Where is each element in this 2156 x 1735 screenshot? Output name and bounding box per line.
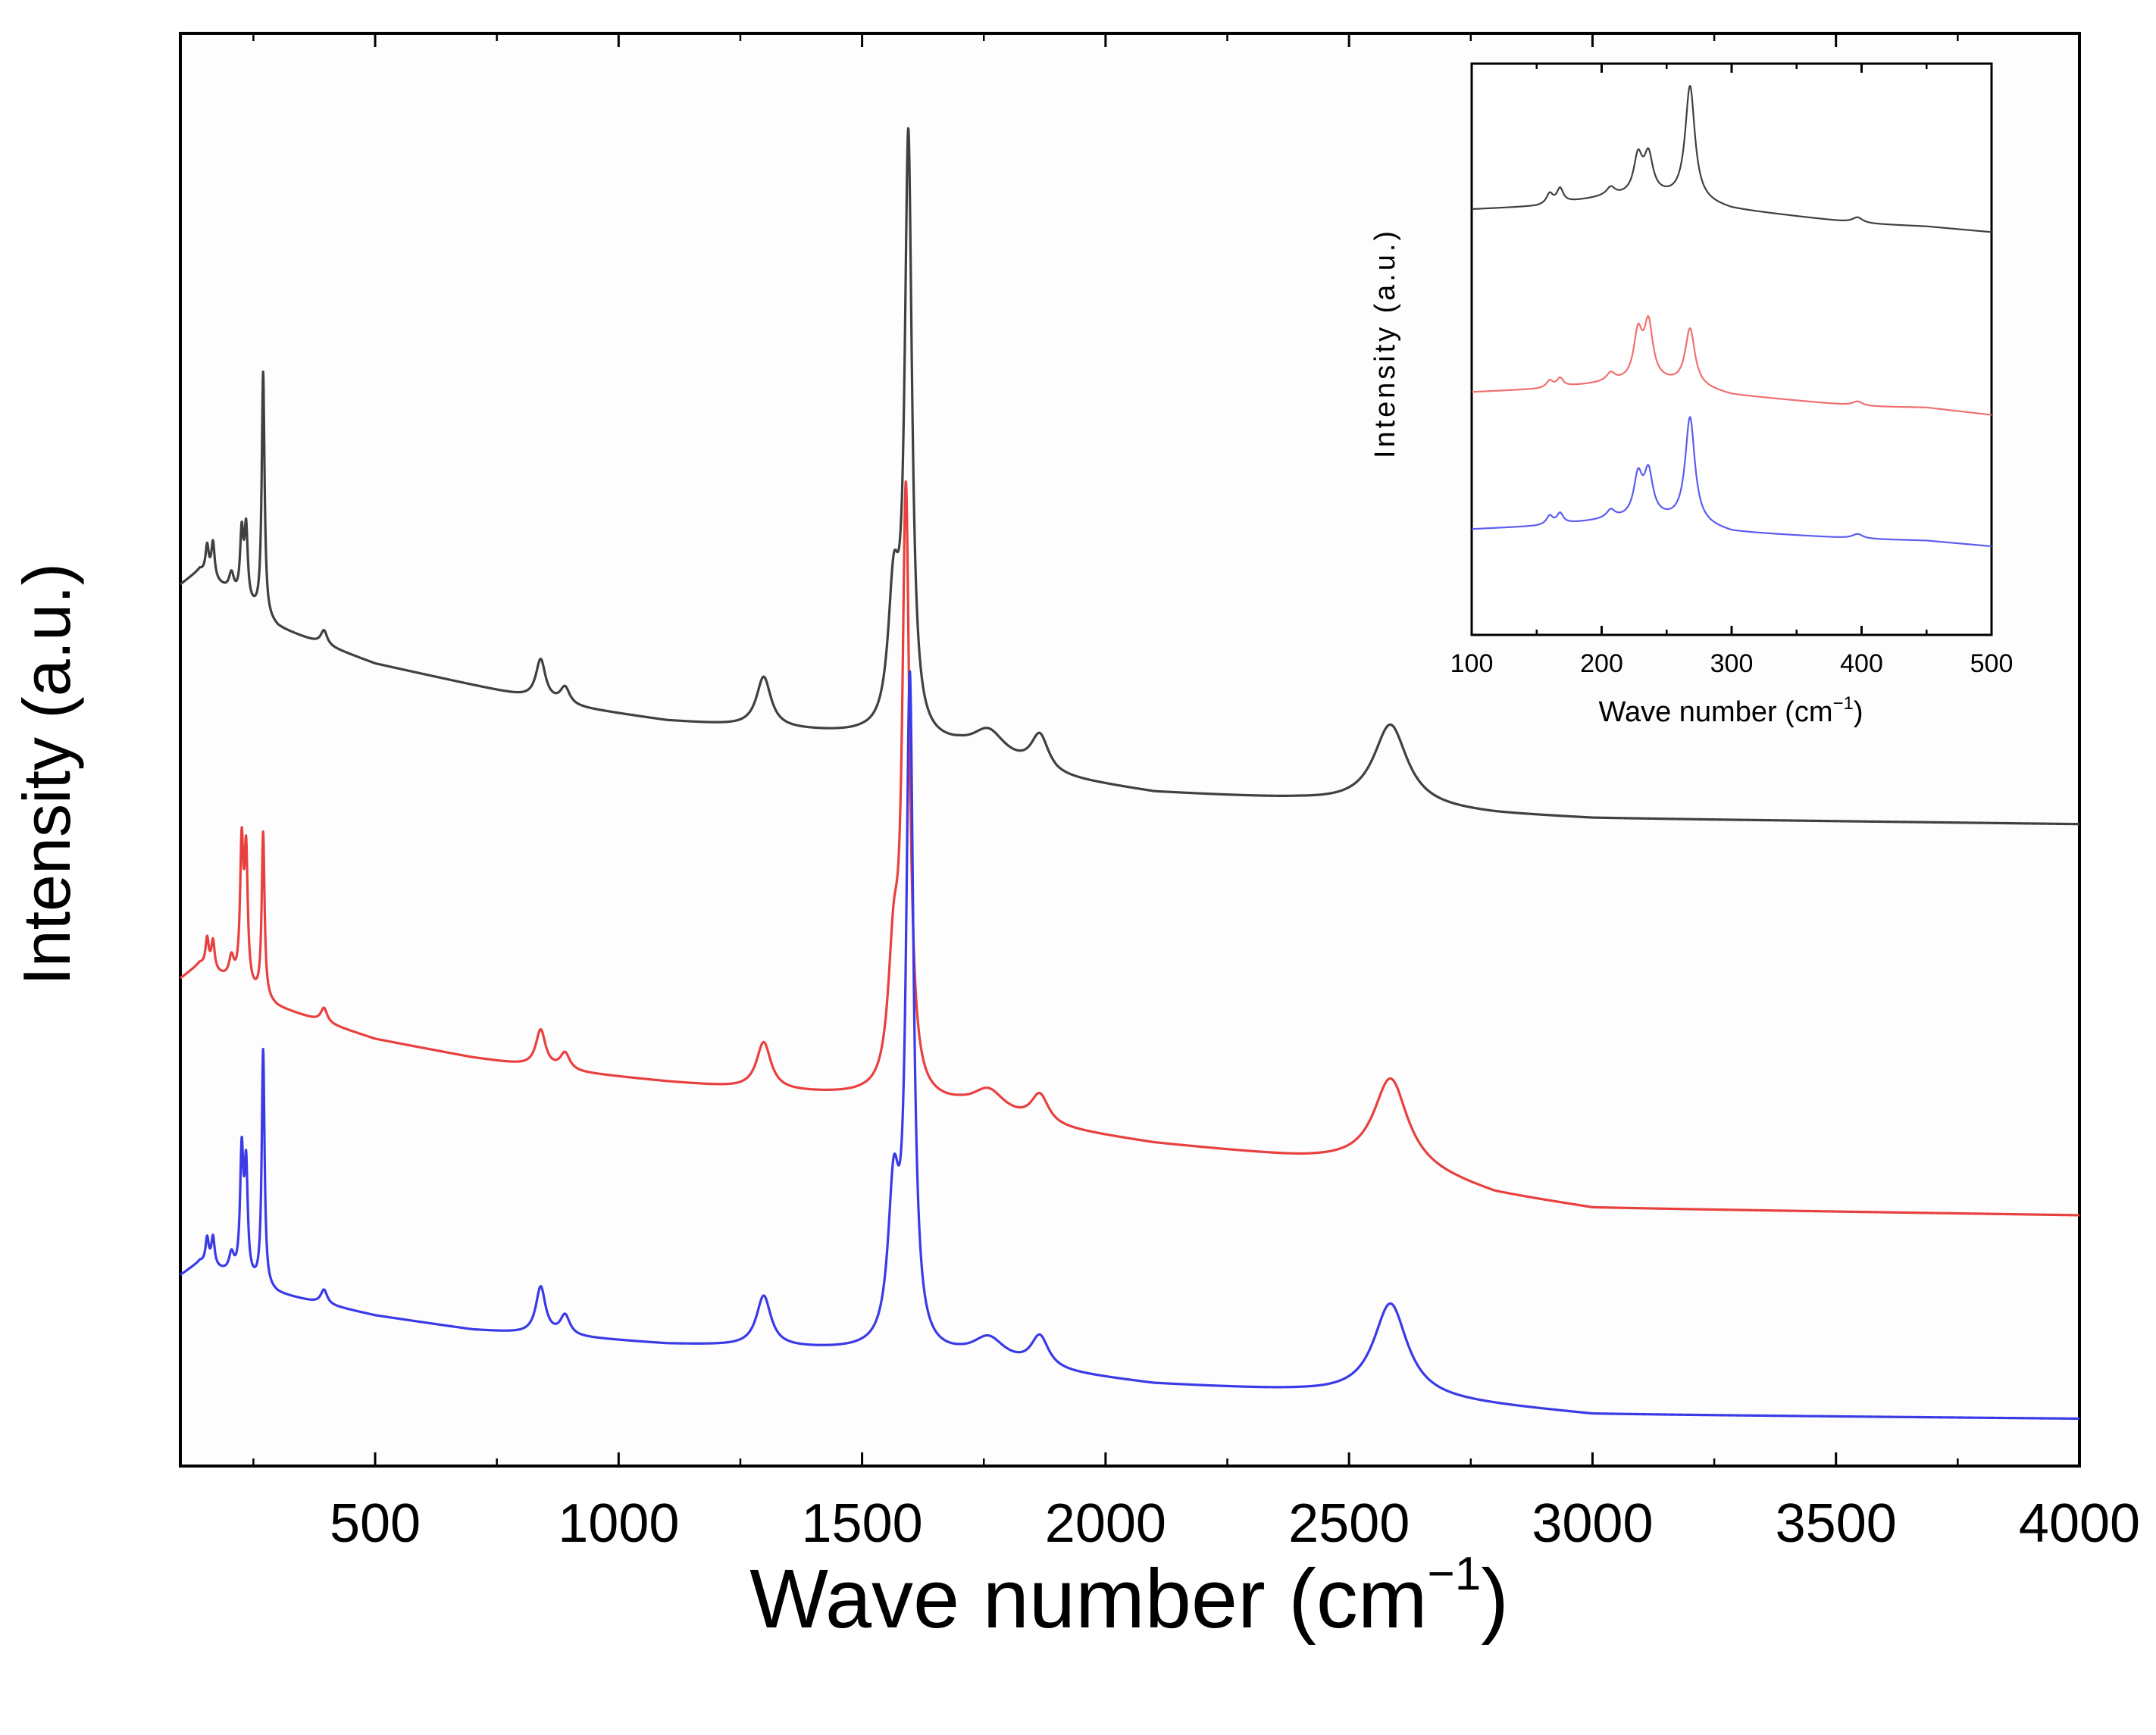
main-y-axis-title: Intensity (a.u.) — [9, 563, 84, 986]
main-x-ticks — [252, 33, 2081, 1466]
main-x-tick-label: 1000 — [558, 1493, 679, 1554]
main-x-axis-title-sup: −1 — [1428, 1548, 1482, 1600]
inset-series-line-404040 — [1471, 85, 1992, 233]
main-x-tick-label: 3500 — [1776, 1493, 1897, 1554]
inset-x-tick-label: 500 — [1970, 649, 2014, 678]
main-x-tick-label: 4000 — [2019, 1493, 2140, 1554]
inset-x-tick-label: 100 — [1450, 649, 1494, 678]
inset-y-axis-title: Intensity (a.u.) — [1369, 231, 1401, 458]
inset-series-line-5c5cf0 — [1471, 416, 1992, 548]
inset-series-group — [1471, 85, 1992, 548]
inset-x-axis-title: Wave number (cm−1) — [1598, 693, 1863, 728]
inset-series-line-f07070 — [1471, 315, 1992, 416]
main-series-line-404040 — [179, 127, 2081, 826]
main-x-tick-label: 2500 — [1288, 1493, 1410, 1554]
inset-x-axis-title-end: ) — [1854, 696, 1863, 728]
main-series-line-e8403f — [179, 480, 2081, 1217]
main-x-axis-title: Wave number (cm−1) — [749, 1548, 1509, 1646]
main-series-line-3a3ae6 — [179, 670, 2081, 1421]
main-x-axis-title-text: Wave number (cm — [749, 1552, 1427, 1646]
main-x-tick-labels: 500 1000 1500 2000 2500 3000 3500 4000 — [330, 1493, 2140, 1554]
inset-x-axis-title-text: Wave number (cm — [1598, 696, 1832, 728]
inset-x-ticks — [1470, 64, 1993, 635]
main-x-tick-label: 3000 — [1532, 1493, 1653, 1554]
inset-x-tick-label: 400 — [1840, 649, 1883, 678]
inset-x-tick-label: 300 — [1710, 649, 1754, 678]
main-x-tick-label: 1500 — [802, 1493, 923, 1554]
main-series-group — [179, 127, 2081, 1421]
inset-x-tick-label: 200 — [1580, 649, 1623, 678]
main-x-tick-label: 500 — [330, 1493, 421, 1554]
main-x-axis-title-end: ) — [1481, 1552, 1509, 1646]
inset-chart-panel: 100 200 300 400 500 Wave number (cm−1) Inten… — [1369, 62, 2014, 728]
inset-plot-frame — [1470, 62, 1993, 636]
inset-x-axis-title-sup: −1 — [1832, 693, 1853, 714]
inset-x-tick-labels: 100 200 300 400 500 — [1450, 649, 2014, 678]
main-x-tick-label: 2000 — [1045, 1493, 1166, 1554]
